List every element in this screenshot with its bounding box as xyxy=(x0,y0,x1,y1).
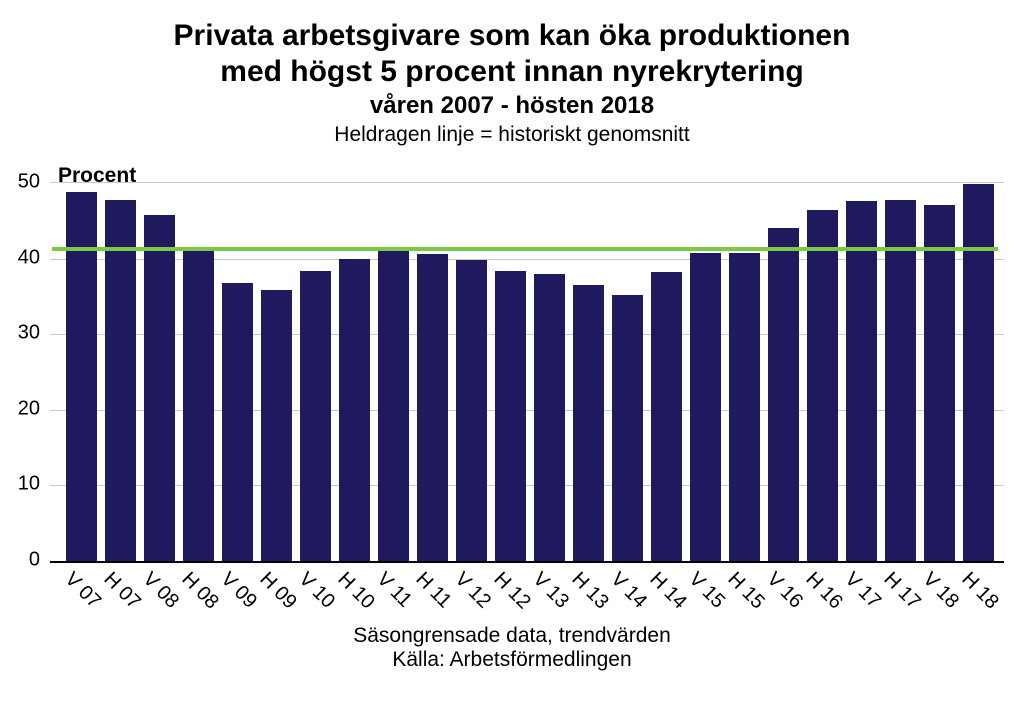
y-tick-label: 20 xyxy=(0,397,40,420)
x-tick-label: H 15 xyxy=(722,568,768,614)
bar xyxy=(807,210,837,561)
bar xyxy=(105,200,135,561)
x-tick-label: H 16 xyxy=(800,568,846,614)
y-tick-label: 0 xyxy=(0,549,40,572)
footer-line2: Källa: Arbetsförmedlingen xyxy=(0,648,1024,672)
x-tick-label: H 07 xyxy=(98,568,144,614)
bar xyxy=(300,271,330,561)
footer-line1: Säsongrensade data, trendvärden xyxy=(0,624,1024,648)
x-tick-label: V 15 xyxy=(683,568,728,613)
x-tick-label: H 10 xyxy=(332,568,378,614)
plot-area xyxy=(50,182,1004,561)
bar xyxy=(417,254,447,561)
chart-title-line1: Privata arbetsgivare som kan öka produkt… xyxy=(0,18,1024,54)
bar xyxy=(963,184,993,561)
bar xyxy=(183,250,213,561)
x-tick-label: V 07 xyxy=(59,568,104,613)
chart-legend-note: Heldragen linje = historiskt genomsnitt xyxy=(0,121,1024,148)
x-tick-label: V 12 xyxy=(449,568,494,613)
x-tick-label: H 14 xyxy=(644,568,690,614)
bar xyxy=(573,285,603,561)
bar xyxy=(612,295,642,561)
x-tick-label: V 13 xyxy=(527,568,572,613)
x-tick-label: H 11 xyxy=(410,568,455,613)
bar xyxy=(651,272,681,561)
bar xyxy=(690,253,720,561)
bar xyxy=(846,201,876,561)
bar xyxy=(456,260,486,561)
x-tick-label: H 12 xyxy=(488,568,534,614)
x-tick-label: V 10 xyxy=(293,568,338,613)
x-tick-label: V 11 xyxy=(371,568,415,612)
x-tick-label: V 17 xyxy=(839,568,884,613)
bar xyxy=(924,205,954,561)
x-tick-label: H 18 xyxy=(956,568,1002,614)
bar xyxy=(261,290,291,561)
x-tick-label: H 13 xyxy=(566,568,612,614)
chart-footer: Säsongrensade data, trendvärden Källa: A… xyxy=(0,624,1024,672)
x-tick-label: V 14 xyxy=(605,568,650,613)
bar xyxy=(885,200,915,561)
chart-title-line2: med högst 5 procent innan nyrekrytering xyxy=(0,54,1024,90)
x-tick-label: H 09 xyxy=(254,568,300,614)
bar xyxy=(222,283,252,561)
x-tick-label: V 09 xyxy=(215,568,260,613)
title-block: Privata arbetsgivare som kan öka produkt… xyxy=(0,18,1024,148)
bar xyxy=(339,259,369,561)
y-tick-label: 40 xyxy=(0,246,40,269)
bar xyxy=(768,228,798,561)
x-tick-label: V 08 xyxy=(137,568,182,613)
y-tick-label: 50 xyxy=(0,171,40,194)
x-tick-label: V 16 xyxy=(761,568,806,613)
x-tick-label: H 17 xyxy=(878,568,924,614)
historical-average-line xyxy=(52,247,998,251)
bar xyxy=(378,251,408,561)
x-tick-label: V 18 xyxy=(917,568,962,613)
chart-container: Privata arbetsgivare som kan öka produkt… xyxy=(0,0,1024,705)
bar xyxy=(495,271,525,561)
chart-subtitle: våren 2007 - hösten 2018 xyxy=(0,90,1024,121)
bar xyxy=(729,253,759,561)
y-tick-label: 30 xyxy=(0,322,40,345)
bar xyxy=(534,274,564,561)
x-tick-label: H 08 xyxy=(176,568,222,614)
bar xyxy=(144,215,174,561)
y-tick-label: 10 xyxy=(0,473,40,496)
x-axis-baseline xyxy=(50,561,1004,563)
